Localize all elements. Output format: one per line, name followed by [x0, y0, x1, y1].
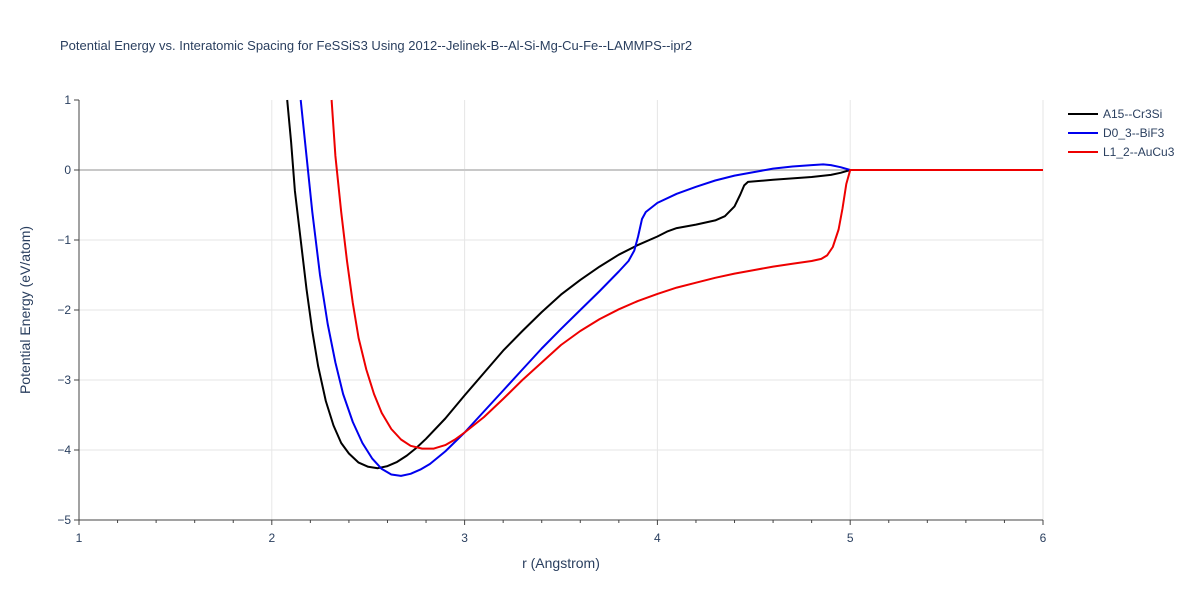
- series-line-d0-3-bif3: [299, 99, 1043, 477]
- chart-title: Potential Energy vs. Interatomic Spacing…: [60, 38, 692, 53]
- x-tick-label: 3: [461, 531, 468, 545]
- x-tick-labels: 1 2 3 4 5 6: [76, 531, 1047, 545]
- x-tick-label: 2: [268, 531, 275, 545]
- legend-label: A15--Cr3Si: [1103, 107, 1162, 121]
- x-tick-label: 4: [654, 531, 661, 545]
- plot-lines: [286, 99, 1043, 477]
- x-tick-label: 5: [847, 531, 854, 545]
- y-tick-label: −5: [57, 513, 71, 527]
- legend-item[interactable]: D0_3--BiF3: [1068, 126, 1165, 140]
- legend-label: D0_3--BiF3: [1103, 126, 1165, 140]
- axes: [74, 99, 1044, 525]
- y-gridlines: [79, 169, 1043, 451]
- legend-item[interactable]: L1_2--AuCu3: [1068, 145, 1175, 159]
- y-tick-label: −3: [57, 373, 71, 387]
- legend-item[interactable]: A15--Cr3Si: [1068, 107, 1162, 121]
- y-tick-label: −1: [57, 233, 71, 247]
- legend-label: L1_2--AuCu3: [1103, 145, 1175, 159]
- y-axis-title: Potential Energy (eV/atom): [17, 226, 33, 394]
- series-line-a15-cr3si: [286, 99, 1043, 470]
- y-tick-label: −2: [57, 303, 71, 317]
- y-tick-label: −4: [57, 443, 71, 457]
- y-tick-labels: −5 −4 −3 −2 −1 0 1: [57, 93, 71, 527]
- legend[interactable]: A15--Cr3Si D0_3--BiF3 L1_2--AuCu3: [1068, 107, 1175, 159]
- x-axis-title: r (Angstrom): [522, 555, 600, 571]
- x-tick-label: 6: [1040, 531, 1047, 545]
- series-line-l1-2-aucu3: [330, 99, 1043, 450]
- y-tick-label: 0: [64, 163, 71, 177]
- x-tick-label: 1: [76, 531, 83, 545]
- y-tick-label: 1: [64, 93, 71, 107]
